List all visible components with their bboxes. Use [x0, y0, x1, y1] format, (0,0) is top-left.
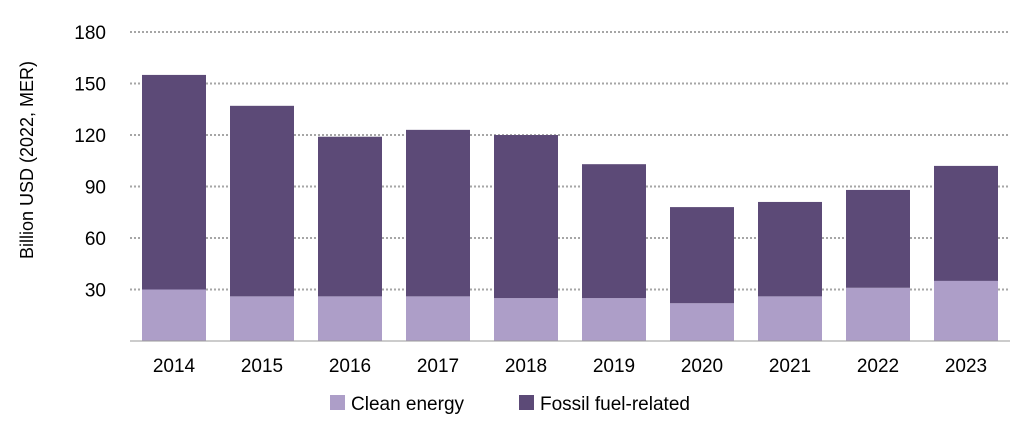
x-tick-label: 2019 [593, 356, 635, 377]
bar-clean-energy-2021 [758, 296, 822, 341]
bar-fossil-fuel-2020 [670, 207, 734, 303]
legend-label: Fossil fuel-related [540, 394, 690, 415]
bar-fossil-fuel-2014 [142, 75, 206, 290]
x-tick-label: 2018 [505, 356, 547, 377]
x-tick-label: 2021 [769, 356, 811, 377]
bar-fossil-fuel-2023 [934, 166, 998, 281]
x-tick-label: 2015 [241, 356, 283, 377]
bar-fossil-fuel-2021 [758, 202, 822, 296]
y-tick-label: 30 [85, 281, 106, 302]
bar-clean-energy-2017 [406, 296, 470, 341]
x-tick-label: 2020 [681, 356, 723, 377]
legend-label: Clean energy [351, 394, 465, 415]
y-tick-label: 90 [85, 178, 106, 199]
bar-fossil-fuel-2017 [406, 130, 470, 297]
bar-clean-energy-2020 [670, 303, 734, 341]
bars [142, 75, 998, 341]
legend-swatch [519, 395, 534, 410]
bar-clean-energy-2019 [582, 298, 646, 341]
bar-clean-energy-2014 [142, 290, 206, 342]
x-tick-label: 2014 [153, 356, 196, 377]
bar-fossil-fuel-2019 [582, 164, 646, 298]
bar-clean-energy-2023 [934, 281, 998, 341]
bar-clean-energy-2018 [494, 298, 558, 341]
y-tick-label: 180 [74, 23, 106, 44]
y-tick-label: 60 [85, 229, 106, 250]
x-axis-ticks: 2014 2015 2016 2017 2018 2019 2020 2021 2022 2023 [153, 356, 987, 377]
x-tick-label: 2017 [417, 356, 459, 377]
x-tick-label: 2023 [945, 356, 987, 377]
y-tick-label: 120 [74, 126, 106, 147]
legend-swatch [330, 395, 345, 410]
bar-clean-energy-2022 [846, 288, 910, 341]
bar-clean-energy-2016 [318, 296, 382, 341]
legend: Clean energy Fossil fuel-related [330, 394, 690, 415]
bar-clean-energy-2015 [230, 296, 294, 341]
y-axis-ticks: 30 60 90 120 150 180 [74, 23, 106, 302]
bar-fossil-fuel-2018 [494, 135, 558, 298]
bar-fossil-fuel-2015 [230, 106, 294, 297]
stacked-bar-chart: 306090120150180 Billion USD (2022, MER) … [0, 0, 1016, 436]
bar-fossil-fuel-2022 [846, 190, 910, 288]
y-tick-label: 150 [74, 75, 106, 96]
y-axis-title: Billion USD (2022, MER) [17, 61, 37, 259]
bar-fossil-fuel-2016 [318, 137, 382, 297]
x-tick-label: 2022 [857, 356, 899, 377]
x-tick-label: 2016 [329, 356, 371, 377]
